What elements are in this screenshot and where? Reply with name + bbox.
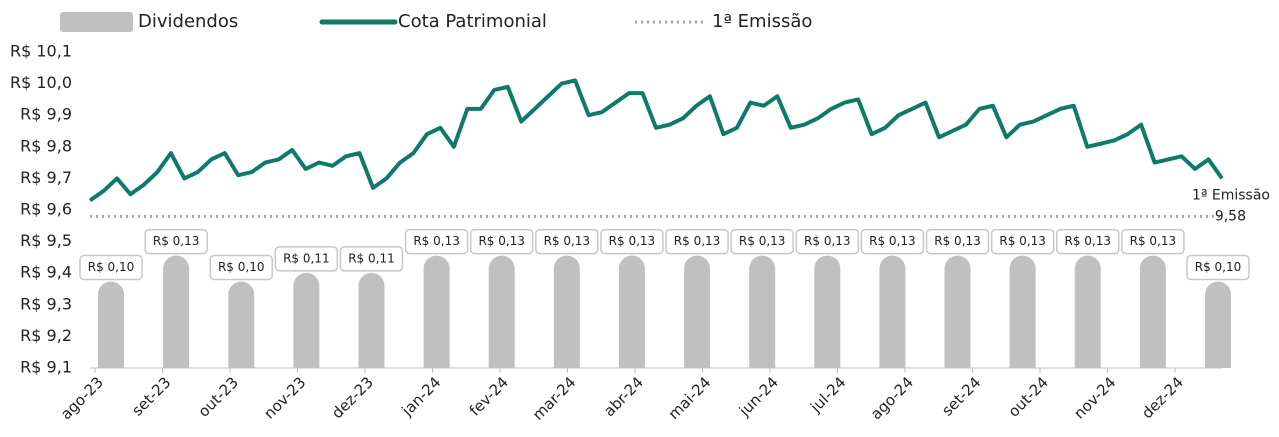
y-tick-label: R$ 9,1 [20,358,72,377]
value-label-box [535,228,599,255]
legend-label: Dividendos [138,11,238,32]
x-tick-label: set-23 [128,373,174,419]
x-tick-label: dez-24 [1138,373,1187,422]
bar [488,255,515,368]
bar [1074,255,1101,368]
value-label-box [925,228,990,255]
x-tick-label: out-24 [1005,373,1052,420]
value-label: R$ 0,10 [88,260,135,274]
bar [423,255,450,368]
value-label: R$ 0,13 [609,234,656,248]
value-label: R$ 0,13 [739,234,786,248]
value-label-box [274,246,339,272]
value-label: R$ 0,13 [478,234,525,248]
bar [684,255,711,368]
x-tick-label: mar-24 [529,373,580,424]
bar [553,255,580,368]
bar [293,272,320,368]
value-label-box [730,228,794,255]
reference-name: 1ª Emissão [1192,187,1270,203]
y-tick-label: R$ 9,5 [20,231,72,250]
bar [1139,255,1166,368]
y-tick-label: R$ 9,6 [20,200,72,219]
x-tick-label: abr-24 [600,373,647,420]
value-label: R$ 0,10 [1195,260,1242,274]
value-label: R$ 0,13 [153,234,200,248]
x-tick-label: nov-24 [1070,373,1119,422]
y-tick-label: R$ 9,2 [20,326,72,345]
value-label: R$ 0,13 [1130,234,1177,248]
bar [618,255,645,368]
value-label: R$ 0,10 [218,260,265,274]
y-tick-label: R$ 9,9 [20,105,72,124]
y-tick-label: R$ 10,0 [10,73,72,92]
y-tick-label: R$ 9,7 [20,168,72,187]
value-label-box [339,246,404,272]
bar [814,255,841,368]
x-tick-label: nov-23 [260,373,309,422]
value-label-box [144,228,208,255]
value-label-box [209,254,273,281]
x-tick-label: jun-24 [735,373,782,420]
value-label: R$ 0,13 [674,234,721,248]
bar [228,281,255,368]
value-label: R$ 0,13 [869,234,916,248]
x-tick-label: dez-23 [328,373,377,422]
x-tick-label: jan-24 [398,373,445,420]
value-label-box [1056,228,1120,255]
value-label: R$ 0,13 [544,234,591,248]
y-tick-label: R$ 9,3 [20,294,72,313]
value-label-box [1186,254,1250,281]
line [88,78,1224,203]
value-label: R$ 0,13 [1065,234,1112,248]
x-tick-label: set-24 [938,373,984,419]
value-label: R$ 0,11 [283,251,330,265]
bar [1205,281,1231,368]
value-label: R$ 0,13 [804,234,851,248]
x-tick-label: jul-24 [806,373,849,416]
value-label-box [990,228,1055,255]
bar [358,272,385,368]
value-label: R$ 0,13 [999,234,1046,248]
bar [1009,255,1036,368]
x-tick-label: ago-23 [57,373,107,423]
bar [879,255,906,368]
y-tick-label: R$ 9,4 [20,263,72,282]
value-label-box [404,228,469,255]
x-tick-label: out-23 [195,373,242,420]
y-tick-label: R$ 10,1 [10,42,72,61]
bar [944,255,971,368]
legend-swatch [60,12,133,32]
bar [98,281,124,368]
value-label-box [469,228,534,255]
bar [749,255,776,368]
x-tick-label: mai-24 [665,373,715,423]
x-tick-label: ago-24 [867,373,917,423]
value-label: R$ 0,13 [413,234,460,248]
bar [163,255,190,368]
x-tick-label: fev-24 [466,373,512,419]
y-tick-label: R$ 9,8 [20,136,72,155]
legend-label: 1ª Emissão [712,11,812,32]
value-label: R$ 0,13 [934,234,981,248]
value-label-box [665,228,729,255]
value-label: R$ 0,11 [348,251,395,265]
value-label-box [600,228,664,255]
value-label-box [1121,228,1185,255]
value-label-box [79,254,143,281]
reference-value: 9,58 [1215,208,1246,224]
legend-label: Cota Patrimonial [398,11,547,32]
value-label-box [795,228,860,255]
value-label-box [860,228,925,255]
